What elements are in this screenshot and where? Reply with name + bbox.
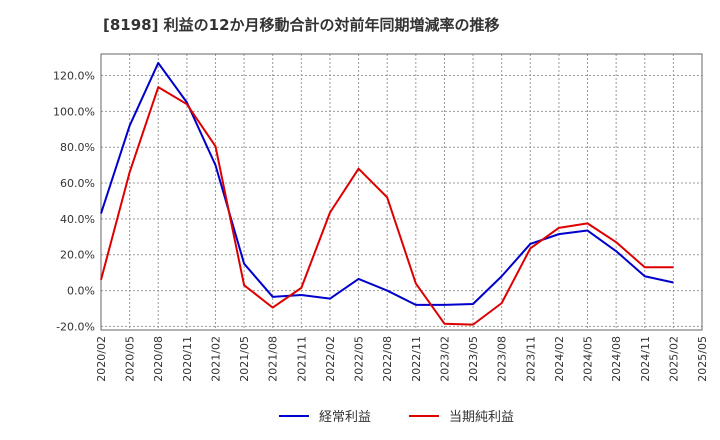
y-tick-label: 120.0% (53, 70, 95, 83)
x-tick-label: 2023/02 (438, 336, 451, 382)
x-tick-label: 2024/11 (639, 336, 652, 382)
x-tick-label: 2024/08 (610, 336, 623, 382)
x-tick-label: 2020/11 (181, 336, 194, 382)
x-tick-label: 2025/05 (696, 336, 709, 382)
x-tick-label: 2023/05 (467, 336, 480, 382)
y-tick-label: 100.0% (53, 105, 95, 118)
x-tick-label: 2023/08 (496, 336, 509, 382)
x-tick-label: 2022/08 (381, 336, 394, 382)
x-tick-label: 2022/05 (353, 336, 366, 382)
x-tick-label: 2021/02 (209, 336, 222, 382)
x-tick-label: 2020/02 (95, 336, 108, 382)
series-lines (100, 61, 674, 326)
series-line-0 (100, 61, 674, 306)
x-tick-label: 2021/05 (238, 336, 251, 382)
x-tick-label: 2020/05 (124, 336, 137, 382)
plot-frame (100, 53, 703, 331)
y-tick-label: 80.0% (60, 141, 95, 154)
x-tick-label: 2024/05 (582, 336, 595, 382)
grid-lines (100, 54, 703, 330)
x-tick-label: 2021/11 (295, 336, 308, 382)
x-tick-label: 2023/11 (524, 336, 537, 382)
legend-label-0: 経常利益 (319, 410, 371, 425)
x-tick-label: 2024/02 (553, 336, 566, 382)
series-line-1 (100, 86, 674, 326)
y-tick-label: 0.0% (67, 285, 95, 298)
x-tick-label: 2021/08 (267, 336, 280, 382)
y-tick-label: 60.0% (60, 177, 95, 190)
x-tick-label: 2022/02 (324, 336, 337, 382)
y-axis-ticks: -20.0% 0.0% 20.0% 40.0% 60.0% 80.0% 100.0% 120.… (53, 70, 95, 334)
legend-label-1: 当期純利益 (449, 410, 514, 425)
x-tick-label: 2022/11 (410, 336, 423, 382)
x-axis-ticks: 2020/02 2020/05 2020/08 2020/11 2021/02 2021/… (95, 336, 709, 382)
legend: 経常利益 当期純利益 (279, 410, 514, 425)
x-tick-label: 2020/08 (152, 336, 165, 382)
y-tick-label: -20.0% (56, 320, 95, 333)
chart-title: [8198] 利益の12か月移動合計の対前年同期増減率の推移 (103, 16, 500, 34)
y-tick-label: 20.0% (60, 249, 95, 262)
y-tick-label: 40.0% (60, 213, 95, 226)
x-tick-label: 2025/02 (667, 336, 680, 382)
